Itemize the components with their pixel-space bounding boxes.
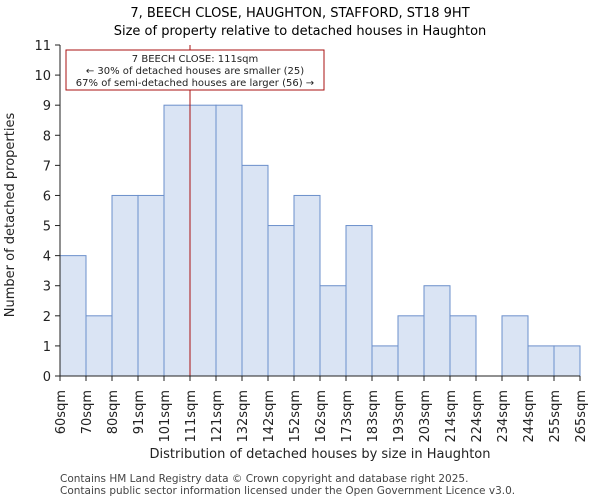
bar-80sqm	[111, 194, 139, 377]
x-tick-label: 265sqm	[574, 390, 589, 443]
annotation-line-3: 67% of semi-detached houses are larger (…	[76, 78, 314, 89]
x-tick-label: 203sqm	[418, 390, 433, 443]
y-tick-label: 5	[43, 220, 51, 235]
footer-line-1: Contains HM Land Registry data © Crown c…	[60, 473, 469, 485]
chart-subtitle: Size of property relative to detached ho…	[114, 24, 487, 39]
x-tick-label: 152sqm	[288, 390, 303, 443]
x-tick-label: 60sqm	[54, 390, 69, 434]
bar-214sqm	[449, 315, 477, 377]
y-axis-label: Number of detached properties	[3, 113, 18, 318]
x-ticks-group: 60sqm 70sqm 80sqm 91sqm 101sqm 111sqm 121sqm 13…	[54, 376, 589, 443]
x-tick-label: 183sqm	[366, 390, 381, 443]
bar-234sqm	[501, 315, 529, 377]
annotation-line-1: 7 BEECH CLOSE: 111sqm	[132, 54, 258, 65]
y-tick-label: 9	[43, 99, 51, 114]
x-tick-label: 121sqm	[210, 390, 225, 443]
y-tick-label: 7	[43, 159, 51, 174]
bar-193sqm	[397, 315, 425, 377]
x-tick-label: 214sqm	[444, 390, 459, 443]
bar-142sqm	[267, 225, 295, 377]
x-tick-label: 142sqm	[262, 390, 277, 443]
bar-152sqm	[293, 194, 321, 377]
annotation-line-2: ← 30% of detached houses are smaller (25…	[86, 66, 304, 77]
y-tick-label: 8	[43, 129, 51, 144]
y-tick-label: 1	[43, 340, 51, 355]
y-tick-label: 3	[43, 280, 51, 295]
bar-203sqm	[423, 285, 451, 377]
bar-91sqm	[137, 194, 165, 377]
axes-group	[59, 45, 580, 377]
bar-173sqm	[345, 225, 373, 377]
x-axis-label: Distribution of detached houses by size …	[150, 447, 491, 462]
x-tick-label: 244sqm	[522, 390, 537, 443]
bar-111sqm	[189, 104, 217, 377]
y-tick-label: 0	[43, 370, 51, 385]
y-tick-label: 11	[34, 39, 51, 54]
y-tick-label: 2	[43, 310, 51, 325]
x-tick-label: 162sqm	[314, 390, 329, 443]
bar-244sqm	[527, 345, 555, 377]
bar-121sqm	[215, 104, 243, 377]
y-ticks-group: 0 1 2 3 4 5 6 7 8 9 10 11	[34, 39, 60, 385]
x-tick-label: 224sqm	[470, 390, 485, 443]
x-tick-label: 173sqm	[340, 390, 355, 443]
bar-132sqm	[241, 164, 269, 377]
bar-255sqm	[553, 345, 581, 377]
bars-group	[59, 104, 581, 377]
x-tick-label: 193sqm	[392, 390, 407, 443]
y-tick-label: 10	[34, 69, 51, 84]
x-tick-label: 80sqm	[106, 390, 121, 434]
chart-title: 7, BEECH CLOSE, HAUGHTON, STAFFORD, ST18…	[130, 6, 469, 21]
x-tick-label: 132sqm	[236, 390, 251, 443]
x-tick-label: 111sqm	[184, 390, 199, 443]
bar-183sqm	[371, 345, 399, 377]
x-tick-label: 91sqm	[132, 390, 147, 434]
annotation-box: 7 BEECH CLOSE: 111sqm ← 30% of detached …	[65, 49, 325, 91]
bar-60sqm	[59, 255, 87, 377]
x-tick-label: 101sqm	[158, 390, 173, 443]
bar-70sqm	[85, 315, 113, 377]
x-tick-label: 70sqm	[80, 390, 95, 434]
bar-101sqm	[163, 104, 191, 377]
x-tick-label: 255sqm	[548, 390, 563, 443]
x-tick-label: 234sqm	[496, 390, 511, 443]
y-tick-label: 4	[43, 250, 51, 265]
y-tick-label: 6	[43, 189, 51, 204]
footer-line-2: Contains public sector information licen…	[60, 485, 516, 497]
bar-162sqm	[319, 285, 347, 377]
